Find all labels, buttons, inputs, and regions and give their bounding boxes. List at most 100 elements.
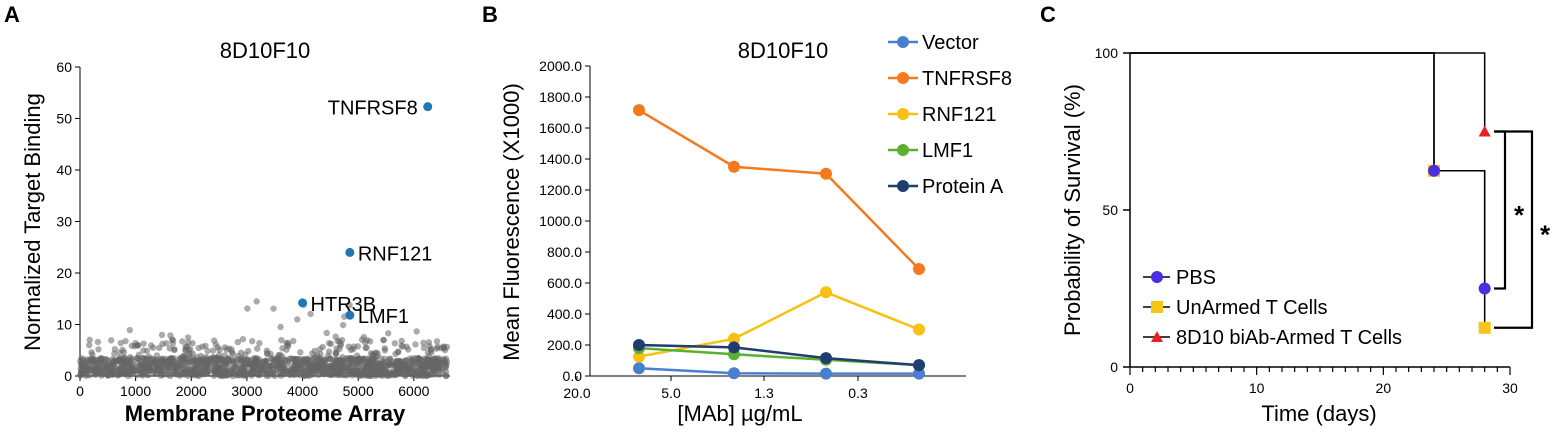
legend-marker-2 (1151, 331, 1163, 342)
x-tick-label: 5000 (343, 383, 374, 399)
background-point (333, 362, 340, 370)
y-tick-label: 1000.0 (539, 213, 582, 229)
background-point (192, 370, 199, 377)
background-point (99, 363, 106, 370)
panel-c-plot: 0 50 100 0 10 20 30 * * PBS UnArmed T Cells 8D10 bi… (1095, 45, 1551, 396)
background-point (244, 305, 251, 312)
background-point (254, 345, 261, 352)
background-point (398, 337, 405, 345)
background-point (264, 350, 271, 357)
x-tick-label: 20 (1376, 380, 1392, 396)
legend-label-4: Protein A (922, 176, 1004, 198)
highlight-point-lmf1 (345, 310, 355, 320)
background-point (442, 372, 450, 380)
background-point (209, 347, 217, 354)
background-point (190, 355, 197, 362)
y-tick-label: 1400.0 (539, 151, 582, 167)
background-point (292, 359, 299, 367)
x-tick-label: 0 (1126, 380, 1134, 396)
y-tick-label: 100 (1095, 45, 1119, 61)
background-point (297, 349, 304, 356)
background-point (317, 350, 324, 358)
legend-marker-0 (1151, 271, 1163, 283)
background-point (339, 321, 347, 329)
background-point (413, 328, 420, 335)
km-marker-2 (1478, 125, 1491, 137)
background-point (433, 338, 441, 345)
series-point-4 (913, 359, 925, 372)
background-point (140, 355, 147, 362)
background-point (167, 332, 174, 339)
background-point (350, 343, 357, 350)
legend-label-3: LMF1 (922, 140, 973, 162)
background-point (414, 360, 422, 368)
background-point (179, 338, 186, 345)
background-point (316, 368, 323, 375)
background-point (144, 365, 152, 373)
background-point (305, 356, 312, 364)
background-point (339, 359, 346, 367)
x-tick-label: 1000 (120, 383, 151, 399)
background-point (77, 357, 84, 365)
background-point (201, 370, 209, 378)
background-point (98, 354, 105, 362)
background-point (426, 343, 433, 350)
background-point (284, 339, 292, 347)
series-point-0 (728, 367, 740, 380)
background-point (127, 366, 135, 373)
background-point (290, 337, 297, 345)
legend-marker-1 (897, 72, 909, 84)
highlight-label-rnf121: RNF121 (358, 243, 432, 265)
background-point (216, 346, 223, 353)
background-point (86, 341, 93, 349)
background-point (332, 350, 340, 357)
background-point (135, 363, 143, 370)
background-point (398, 342, 405, 349)
background-point (158, 331, 166, 339)
background-point (307, 310, 314, 318)
y-tick-label: 0 (64, 368, 72, 384)
background-point (120, 368, 128, 376)
background-point (348, 369, 356, 376)
series-point-2 (820, 286, 832, 299)
legend-marker-4 (897, 180, 909, 192)
background-point (372, 369, 380, 377)
background-point (112, 358, 119, 365)
x-tick-label: 3000 (231, 383, 262, 399)
background-point (150, 355, 157, 363)
background-point (414, 372, 421, 380)
series-point-0 (913, 367, 925, 380)
background-point (443, 343, 451, 351)
series-point-4 (728, 341, 740, 354)
background-point (83, 360, 90, 367)
background-point (120, 359, 127, 367)
background-point (232, 362, 240, 370)
series-point-4 (820, 352, 832, 365)
background-point (166, 358, 173, 365)
background-point (396, 358, 403, 366)
background-point (270, 371, 277, 378)
background-point (292, 367, 300, 375)
background-point (189, 339, 196, 347)
series-point-1 (633, 104, 645, 117)
background-point (299, 358, 307, 366)
background-point (325, 348, 333, 355)
series-line-0 (638, 367, 919, 375)
series-point-1 (728, 160, 740, 173)
background-point (380, 366, 387, 374)
background-point (126, 354, 134, 361)
series-point-4 (633, 339, 645, 351)
background-point (203, 358, 210, 365)
background-point (278, 336, 285, 344)
background-point (346, 301, 353, 309)
background-point (311, 359, 318, 366)
legend-label-0: Vector (922, 32, 979, 54)
background-point (377, 355, 385, 362)
background-point (415, 355, 422, 363)
background-point (337, 371, 345, 379)
background-point (111, 345, 119, 353)
background-point (402, 372, 409, 380)
legend-label-0: PBS (1176, 267, 1216, 289)
background-point (86, 336, 93, 344)
background-point (226, 345, 233, 352)
